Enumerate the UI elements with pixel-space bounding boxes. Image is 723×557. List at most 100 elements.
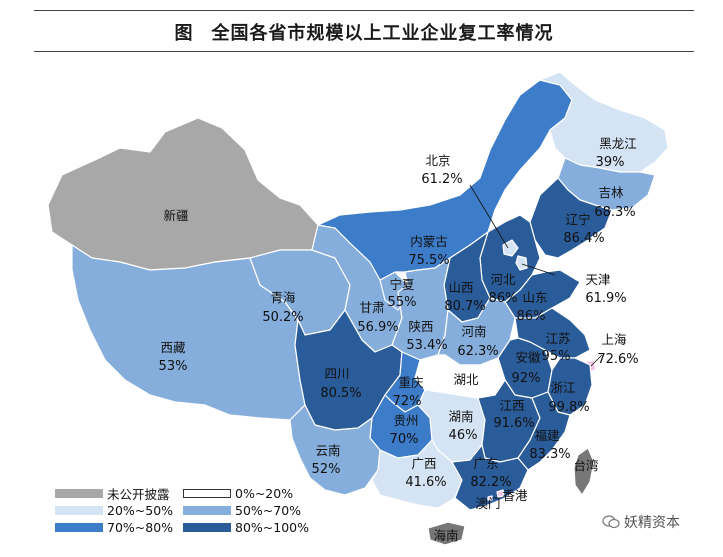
region-neimenggu <box>317 79 573 281</box>
label-chongqing-name: 重庆 <box>398 375 424 390</box>
label-hebei-rate: 86% <box>489 291 518 306</box>
beijing-leader-line <box>469 184 603 367</box>
label-liaoning-name: 辽宁 <box>565 212 590 227</box>
region-guangdong <box>451 444 529 511</box>
label-macau-name: 澳门 <box>475 496 500 511</box>
legend-item-70-80: 70%~80% <box>55 519 174 535</box>
legend-item-50-70: 50%~70% <box>183 502 302 518</box>
label-hunan-name: 湖南 <box>448 409 473 424</box>
legend: 未公开披露 0%~20% 20%~50% 50%~70% 70%~80% 80%… <box>55 486 335 536</box>
title-bar: 图全国各省市规模以上工业企业复工率情况 <box>34 6 694 52</box>
label-guangdong-name: 广东 <box>473 456 498 471</box>
label-chongqing-rate: 72% <box>393 394 422 409</box>
label-sichuan-name: 四川 <box>324 366 349 381</box>
label-zhejiang-name: 浙江 <box>550 380 575 395</box>
label-fujian-rate: 83.3% <box>529 447 570 462</box>
legend-label: 80%~100% <box>235 519 309 535</box>
page-title: 图全国各省市规模以上工业企业复工率情况 <box>34 19 694 45</box>
label-heilongjiang-name: 黑龙江 <box>599 136 637 151</box>
label-shanghai-rate: 72.6% <box>597 352 638 367</box>
legend-swatch-undisclosed <box>55 488 103 498</box>
region-taiwan <box>573 447 595 496</box>
label-guangxi-rate: 41.6% <box>405 475 446 490</box>
label-yunnan-rate: 52% <box>312 462 341 477</box>
label-anhui-rate: 92% <box>512 371 541 386</box>
legend-label: 70%~80% <box>107 519 174 535</box>
watermark: 妖精资本 <box>602 512 680 532</box>
label-neimenggu-rate: 75.5% <box>408 253 449 268</box>
label-guangdong-rate: 82.2% <box>470 475 511 490</box>
label-liaoning-rate: 86.4% <box>563 231 604 246</box>
legend-item-80-100: 80%~100% <box>183 519 309 535</box>
title-rule-top <box>34 10 694 11</box>
label-gansu-rate: 56.9% <box>357 320 398 335</box>
label-henan-name: 河南 <box>461 324 486 339</box>
label-guangxi-name: 广西 <box>411 456 436 471</box>
region-liaoning <box>529 177 613 259</box>
label-yunnan-name: 云南 <box>315 443 340 458</box>
label-taiwan-name: 台湾 <box>573 458 598 473</box>
label-guizhou-rate: 70% <box>390 432 419 447</box>
label-jiangsu-name: 江苏 <box>545 331 570 346</box>
label-qinghai-name: 青海 <box>270 290 296 305</box>
wechat-icon <box>602 515 620 529</box>
label-xinjiang-name: 新疆 <box>163 208 188 223</box>
region-xinjiang <box>47 117 319 271</box>
legend-label: 0%~20% <box>235 485 294 501</box>
legend-swatch-80-100 <box>183 522 231 532</box>
label-jiangxi-rate: 91.6% <box>493 416 534 431</box>
label-heilongjiang-rate: 39% <box>596 155 625 170</box>
legend-swatch-0-20 <box>183 488 231 498</box>
label-hubei-name: 湖北 <box>453 372 479 387</box>
label-beijing-rate: 61.2% <box>421 172 462 187</box>
region-macau <box>487 495 493 501</box>
legend-swatch-50-70 <box>183 505 231 515</box>
label-jiangxi-name: 江西 <box>499 398 524 413</box>
title-rule-bottom <box>34 51 694 52</box>
label-shaanxi-rate: 53.4% <box>406 338 447 353</box>
region-tianjin <box>515 255 528 271</box>
province-labels: 新疆 西藏 53% 青海 50.2% 甘肃 56.9% 宁夏 55% 内蒙古 7… <box>159 136 639 543</box>
label-shaanxi-name: 陕西 <box>408 319 433 334</box>
legend-label: 20%~50% <box>107 502 174 518</box>
label-shanxi-name: 山西 <box>448 280 473 295</box>
region-hongkong <box>496 489 505 498</box>
label-ningxia-rate: 55% <box>388 295 417 310</box>
label-hainan-name: 海南 <box>433 528 458 543</box>
label-zhejiang-rate: 99.8% <box>548 400 589 415</box>
label-beijing-name: 北京 <box>425 153 450 168</box>
region-fujian <box>517 391 571 471</box>
region-beijing <box>502 239 519 257</box>
figure-label: 图 <box>174 23 194 44</box>
label-jiangsu-rate: 95% <box>542 349 571 364</box>
label-henan-rate: 62.3% <box>457 344 498 359</box>
label-shanxi-rate: 80.7% <box>444 299 485 314</box>
title-text: 全国各省市规模以上工业企业复工率情况 <box>211 23 554 44</box>
label-hunan-rate: 46% <box>449 428 478 443</box>
label-qinghai-rate: 50.2% <box>262 310 303 325</box>
legend-item-20-50: 20%~50% <box>55 502 174 518</box>
label-anhui-name: 安徽 <box>515 350 541 365</box>
label-jilin-rate: 68.3% <box>594 205 635 220</box>
label-sichuan-rate: 80.5% <box>320 386 361 401</box>
label-ningxia-name: 宁夏 <box>389 277 415 292</box>
label-shandong-rate: 86% <box>517 309 546 324</box>
label-shandong-name: 山东 <box>522 290 547 305</box>
label-hongkong-name: 香港 <box>502 488 528 503</box>
label-fujian-name: 福建 <box>534 428 560 443</box>
legend-label: 50%~70% <box>235 502 302 518</box>
label-hebei-name: 河北 <box>490 272 516 287</box>
legend-swatch-70-80 <box>55 522 103 532</box>
label-shanghai-name: 上海 <box>601 332 627 347</box>
label-jilin-name: 吉林 <box>598 185 624 200</box>
region-yunnan <box>289 404 381 496</box>
legend-item-undisclosed: 未公开披露 <box>55 486 170 502</box>
label-neimenggu-name: 内蒙古 <box>410 234 448 249</box>
legend-label: 未公开披露 <box>107 486 170 502</box>
label-xizang-rate: 53% <box>159 359 188 374</box>
label-gansu-name: 甘肃 <box>359 300 384 315</box>
label-tianjin-name: 天津 <box>585 272 610 287</box>
label-tianjin-rate: 61.9% <box>585 291 626 306</box>
region-hainan <box>427 521 466 546</box>
